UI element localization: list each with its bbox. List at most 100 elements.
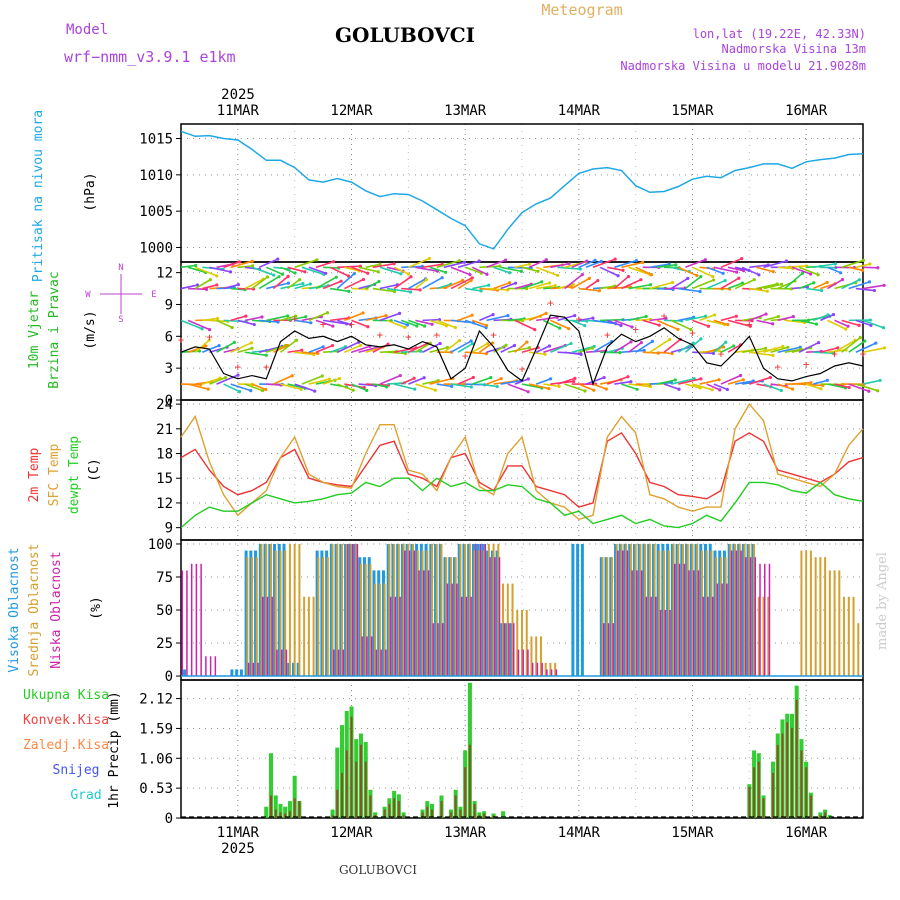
wind-arrow bbox=[507, 318, 525, 322]
wind-arrow-head bbox=[543, 352, 547, 356]
cloud-high-bar bbox=[632, 543, 636, 677]
precip-conv-bar bbox=[459, 809, 462, 818]
wind-arrow bbox=[749, 287, 768, 292]
precip-conv-bar bbox=[284, 813, 287, 818]
wind-arrow-head bbox=[324, 271, 328, 275]
wind-arrow-head bbox=[847, 385, 851, 390]
cloud-ylabel-1: Visoka Oblacnost bbox=[7, 547, 22, 672]
wind-arrow-head bbox=[578, 267, 582, 271]
cloud-low-bar bbox=[768, 563, 771, 677]
wind-arrow-head bbox=[366, 325, 370, 329]
wind-arrow-head bbox=[527, 262, 532, 266]
wind-arrow-head bbox=[833, 262, 838, 266]
cloud-mid-bar bbox=[634, 543, 637, 677]
wind-arrow bbox=[777, 383, 793, 390]
cloud-mid-bar bbox=[530, 636, 533, 677]
date-label-top: 14MAR bbox=[558, 103, 601, 119]
wind-arrow bbox=[827, 383, 846, 389]
cloud-mid-bar bbox=[483, 550, 486, 677]
wind-arrow-head bbox=[840, 278, 845, 282]
wind-arrow-head bbox=[857, 323, 861, 328]
wind-arrow-head bbox=[304, 315, 308, 319]
wind-arrow bbox=[194, 266, 218, 277]
wind-arrow-head bbox=[771, 322, 775, 326]
wind-arrow bbox=[848, 340, 866, 353]
wind-arrow bbox=[308, 378, 330, 385]
precip-total-bar bbox=[278, 803, 283, 818]
wind-arrow-head bbox=[250, 259, 254, 263]
wind-arrow-head bbox=[553, 283, 557, 288]
wind-arrow-head bbox=[286, 274, 290, 278]
wind-arrow bbox=[287, 266, 306, 273]
wind-arrow-head bbox=[548, 377, 553, 381]
precip-conv-bar bbox=[274, 809, 277, 818]
precip-conv-bar bbox=[762, 798, 765, 818]
wind-arrow bbox=[329, 345, 346, 353]
precip-conv-bar bbox=[473, 803, 476, 818]
wind-arrow bbox=[862, 347, 885, 354]
wind-arrow-head bbox=[471, 375, 475, 380]
cloud-mid-bar bbox=[601, 557, 604, 677]
wind-arrow-head bbox=[616, 274, 620, 278]
y-tick-label: 15 bbox=[156, 471, 173, 487]
wind-arrow bbox=[578, 383, 595, 391]
wind-arrow-head bbox=[557, 384, 561, 388]
wind-arrow bbox=[812, 314, 829, 322]
year-bottom: 2025 bbox=[221, 841, 255, 857]
cloud-high-bar bbox=[694, 543, 698, 677]
cloud-mid-bar bbox=[336, 543, 339, 677]
wind-arrow bbox=[805, 383, 822, 390]
cloud-low-bar bbox=[475, 543, 477, 677]
wind-arrow bbox=[535, 345, 550, 353]
wind-arrow bbox=[621, 261, 643, 269]
wind-arrow bbox=[827, 266, 841, 274]
wind-arrow-head bbox=[629, 340, 633, 344]
wind-arrow bbox=[230, 342, 252, 353]
cloud-mid-bar bbox=[767, 596, 770, 677]
wind-arrow-head bbox=[779, 282, 784, 286]
wind-arrow bbox=[614, 259, 637, 269]
wind-arrow bbox=[329, 266, 349, 277]
top-date-labels: 11MAR 12MAR 13MAR 14MAR 15MAR 16MAR bbox=[217, 103, 828, 119]
wind-arrow bbox=[848, 281, 870, 290]
wind-arrow bbox=[337, 265, 361, 269]
wind-arrow-head bbox=[309, 321, 313, 325]
wind-arrow-head bbox=[670, 280, 675, 285]
wind-arrow-head bbox=[635, 387, 639, 391]
wind-arrow-head bbox=[725, 387, 729, 392]
wind-arrow-head bbox=[641, 260, 645, 265]
precip-conv-bar bbox=[449, 812, 452, 818]
y-tick-label: 1010 bbox=[139, 168, 173, 184]
cloud-mid-bar bbox=[677, 543, 680, 677]
wind-ylabel-1: 10m Vjetar bbox=[27, 291, 42, 369]
wind-arrow-head bbox=[579, 352, 583, 357]
cloud-mid-bar bbox=[696, 543, 699, 677]
wind-arrow bbox=[855, 342, 877, 353]
cloud-mid-bar bbox=[487, 543, 490, 677]
wind-arrow bbox=[607, 286, 631, 290]
cloud-low-bar bbox=[546, 669, 548, 677]
wind-arrow bbox=[734, 380, 754, 385]
wind-arrow bbox=[557, 283, 574, 290]
y-tick-label: 0.53 bbox=[139, 781, 173, 797]
cloud-high-bar bbox=[623, 543, 627, 677]
cloud-mid-bar bbox=[355, 543, 358, 677]
wind-arrow-head bbox=[734, 314, 738, 318]
cloud-mid-bar bbox=[255, 557, 258, 677]
wind-arrow-head bbox=[593, 258, 597, 262]
cloud-mid-bar bbox=[663, 550, 666, 677]
wind-arrow bbox=[500, 379, 523, 385]
cloud-low-bar bbox=[190, 563, 193, 677]
precip-conv-bar bbox=[426, 806, 429, 818]
wind-arrow bbox=[386, 319, 406, 329]
wind-arrow-head bbox=[223, 376, 228, 380]
wind-arrow bbox=[564, 351, 582, 356]
cloud-low-bar bbox=[195, 563, 198, 677]
y-tick-label: 6 bbox=[165, 329, 173, 345]
cloud-high-bar bbox=[282, 543, 286, 677]
wind-arrow bbox=[706, 266, 724, 275]
wind-arrow-head bbox=[878, 378, 882, 383]
wind-arrow-head bbox=[784, 259, 789, 263]
cloud-high-bar bbox=[287, 662, 291, 677]
wind-arrow bbox=[436, 319, 456, 329]
